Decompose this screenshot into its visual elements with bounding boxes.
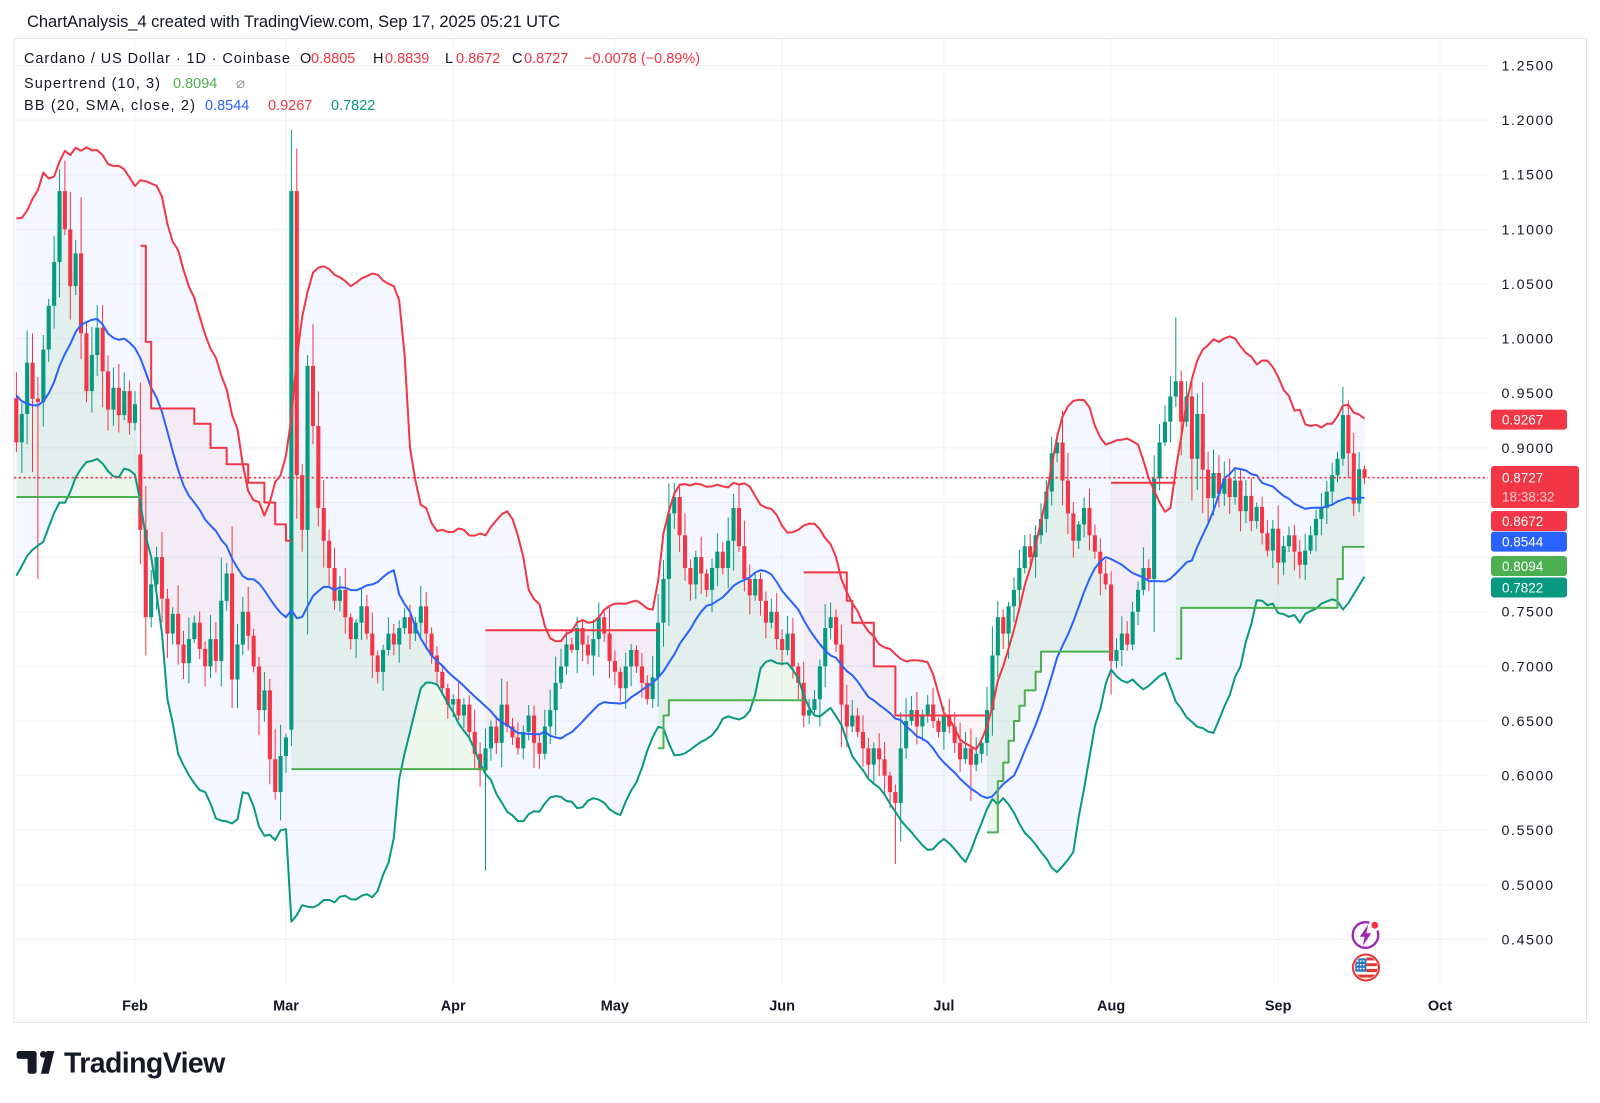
svg-text:TradingView: TradingView: [64, 1048, 226, 1080]
svg-text:0.9000: 0.9000: [1502, 441, 1554, 457]
svg-text:0.9267: 0.9267: [1502, 413, 1543, 428]
svg-text:Feb: Feb: [122, 999, 148, 1015]
svg-text:0.9500: 0.9500: [1502, 386, 1554, 402]
svg-text:0.6000: 0.6000: [1502, 769, 1554, 785]
svg-text:0.7822: 0.7822: [1502, 580, 1543, 595]
svg-text:1.2500: 1.2500: [1502, 58, 1554, 74]
svg-text:May: May: [601, 999, 629, 1015]
svg-text:0.7500: 0.7500: [1502, 605, 1554, 621]
svg-text:0.6500: 0.6500: [1502, 714, 1554, 730]
svg-text:1.1500: 1.1500: [1502, 168, 1554, 184]
svg-text:18:38:32: 18:38:32: [1502, 490, 1555, 505]
svg-text:Aug: Aug: [1097, 999, 1125, 1015]
svg-text:Supertrend (10, 3)0.8094⌀: Supertrend (10, 3) 0.8094 ⌀: [24, 75, 245, 92]
svg-text:1.1000: 1.1000: [1502, 222, 1554, 238]
svg-text:0.8727: 0.8727: [1502, 471, 1543, 486]
svg-text:0.8094: 0.8094: [1502, 559, 1544, 574]
svg-text:0.8672: 0.8672: [1502, 514, 1543, 529]
svg-text:Oct: Oct: [1428, 999, 1452, 1015]
svg-text:Jul: Jul: [933, 999, 954, 1015]
svg-text:1.0000: 1.0000: [1502, 332, 1554, 348]
svg-text:Cardano / US Dollar · 1D · Coi: Cardano / US Dollar · 1D · Coinbase: [24, 51, 290, 67]
svg-text:Mar: Mar: [273, 999, 299, 1015]
svg-text:0.7000: 0.7000: [1502, 659, 1554, 675]
svg-text:Apr: Apr: [441, 999, 466, 1015]
svg-text:ChartAnalysis_4 created with T: ChartAnalysis_4 created with TradingView…: [27, 13, 560, 31]
svg-text:1.0500: 1.0500: [1502, 277, 1554, 293]
svg-text:Sep: Sep: [1265, 999, 1292, 1015]
svg-text:0.5500: 0.5500: [1502, 823, 1554, 839]
svg-text:0.5000: 0.5000: [1502, 878, 1554, 894]
svg-text:0.8544: 0.8544: [1502, 535, 1544, 550]
svg-text:Jun: Jun: [769, 999, 795, 1015]
svg-text:1.2000: 1.2000: [1502, 113, 1554, 129]
svg-text:0.4500: 0.4500: [1502, 932, 1554, 948]
